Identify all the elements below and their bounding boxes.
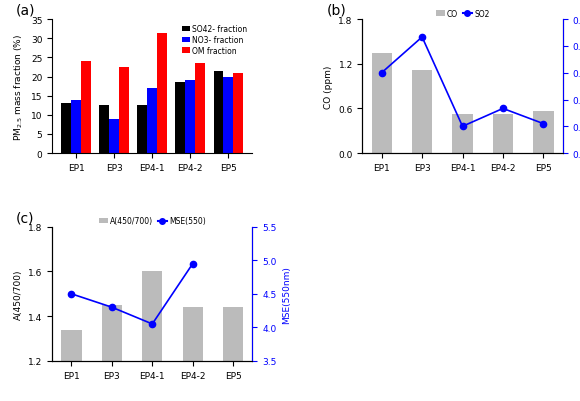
Text: (b): (b) xyxy=(327,4,346,17)
Bar xyxy=(142,272,162,401)
SO2 xyxy=(419,35,426,40)
Bar xyxy=(61,104,71,154)
Bar xyxy=(137,106,147,154)
Bar xyxy=(61,330,82,401)
Bar xyxy=(183,308,203,401)
Legend: CO, SO2: CO, SO2 xyxy=(433,6,492,22)
Bar xyxy=(372,53,392,154)
SO2 xyxy=(378,71,385,76)
Bar xyxy=(412,71,432,154)
Bar xyxy=(71,100,81,154)
Bar xyxy=(147,89,157,154)
MSE(550) xyxy=(189,261,196,266)
SO2 xyxy=(459,125,466,130)
Text: (a): (a) xyxy=(16,4,36,17)
Bar xyxy=(186,81,195,154)
Bar xyxy=(102,305,122,401)
Legend: A(450/700), MSE(550): A(450/700), MSE(550) xyxy=(96,214,209,229)
Y-axis label: CO (ppm): CO (ppm) xyxy=(324,65,333,109)
Bar xyxy=(493,115,513,154)
Y-axis label: A(450/700): A(450/700) xyxy=(13,269,23,319)
Bar xyxy=(195,64,205,154)
Bar xyxy=(233,73,243,154)
Y-axis label: PM$_{2.5}$ mass fraction (%): PM$_{2.5}$ mass fraction (%) xyxy=(13,33,26,140)
MSE(550) xyxy=(108,305,115,310)
Bar xyxy=(452,114,473,154)
MSE(550) xyxy=(149,322,156,326)
Bar xyxy=(176,83,186,154)
MSE(550) xyxy=(68,292,75,296)
Bar xyxy=(109,119,119,154)
Bar xyxy=(81,62,91,154)
Bar xyxy=(223,308,243,401)
Text: (c): (c) xyxy=(16,211,35,225)
Bar xyxy=(213,72,223,154)
Line: SO2: SO2 xyxy=(379,35,546,130)
Bar xyxy=(157,33,167,154)
Line: MSE(550): MSE(550) xyxy=(68,261,196,327)
Y-axis label: MSE(550nm): MSE(550nm) xyxy=(282,265,291,323)
Bar xyxy=(99,106,109,154)
Legend: SO42- fraction, NO3- fraction, OM fraction: SO42- fraction, NO3- fraction, OM fracti… xyxy=(180,24,249,57)
SO2 xyxy=(540,122,547,127)
Bar xyxy=(223,77,233,154)
Bar xyxy=(533,111,553,154)
SO2 xyxy=(499,107,506,111)
Bar xyxy=(119,68,129,154)
